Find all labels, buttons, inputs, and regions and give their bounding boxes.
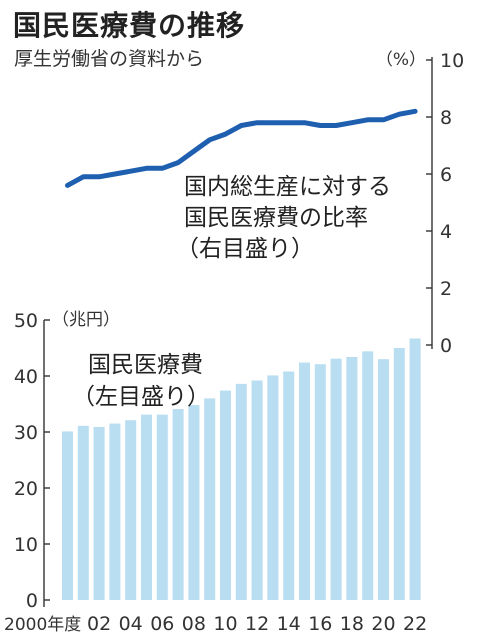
bar-series-label-2: （左目盛り） xyxy=(72,384,210,410)
bar-2016 xyxy=(314,364,326,600)
x-label-2012: 12 xyxy=(245,613,269,635)
x-label-2020: 20 xyxy=(371,613,395,635)
chart-title: 国民医療費の推移 xyxy=(13,9,246,42)
bar-2019 xyxy=(362,351,374,600)
line-series-label-1: 国内総生産に対する xyxy=(184,174,391,200)
bar-2005 xyxy=(141,414,152,600)
bar-series xyxy=(62,338,421,600)
bar-2011 xyxy=(235,383,247,600)
x-label-2002: 02 xyxy=(87,613,111,635)
x-axis-labels: 2000年度 02 04 06 08 10 12 14 16 18 20 22 xyxy=(4,613,427,635)
bar-2008 xyxy=(188,405,200,600)
x-label-2022: 22 xyxy=(403,613,427,635)
x-label-2000: 2000年度 xyxy=(4,615,81,635)
bar-2018 xyxy=(346,356,358,600)
bar-2000 xyxy=(62,431,73,600)
left-tick-label-10: 10 xyxy=(14,534,38,556)
bar-2021 xyxy=(393,348,405,600)
bar-2017 xyxy=(330,358,342,600)
bar-series-label-1: 国民医療費 xyxy=(88,352,203,378)
bar-2004 xyxy=(125,420,137,600)
left-tick-label-20: 20 xyxy=(14,478,38,500)
left-tick-label-40: 40 xyxy=(14,366,38,388)
bar-2012 xyxy=(251,380,263,600)
left-tick-label-50: 50 xyxy=(14,310,38,332)
line-series-label-2: 国民医療費の比率 xyxy=(184,205,368,231)
bar-2020 xyxy=(378,359,389,600)
right-tick-label-10: 10 xyxy=(440,50,464,72)
line-series xyxy=(65,108,418,188)
bar-2013 xyxy=(267,375,279,600)
x-label-2016: 16 xyxy=(308,613,332,635)
right-tick-label-4: 4 xyxy=(440,221,452,243)
bar-2001 xyxy=(77,425,89,600)
chart-subtitle: 厚生労働省の資料から xyxy=(14,48,205,70)
bar-2003 xyxy=(109,423,121,600)
right-tick-label-8: 8 xyxy=(440,107,452,129)
left-axis: 0 10 20 30 40 50 xyxy=(14,310,50,612)
bar-2022 xyxy=(409,338,421,600)
right-axis-unit: （%） xyxy=(376,50,426,70)
left-axis-unit: （兆円） xyxy=(52,310,120,330)
bar-2002 xyxy=(93,426,105,600)
line-series-label-3: （右目盛り） xyxy=(176,236,314,262)
right-axis: 0 2 4 6 8 10 xyxy=(426,50,464,357)
left-tick-label-30: 30 xyxy=(14,422,38,444)
x-label-2004: 04 xyxy=(119,613,143,635)
x-label-2010: 10 xyxy=(213,613,237,635)
x-label-2006: 06 xyxy=(150,613,174,635)
x-label-2008: 08 xyxy=(182,613,206,635)
bar-2007 xyxy=(172,409,184,600)
x-label-2018: 18 xyxy=(340,613,364,635)
bar-2006 xyxy=(156,414,168,600)
bar-2014 xyxy=(283,371,295,600)
bar-2010 xyxy=(220,390,231,600)
right-tick-label-6: 6 xyxy=(440,164,452,186)
bar-2015 xyxy=(299,362,310,600)
left-tick-label-0: 0 xyxy=(26,590,38,612)
right-tick-label-0: 0 xyxy=(440,335,452,357)
bar-2009 xyxy=(204,398,216,600)
ratio-line xyxy=(65,108,418,188)
x-label-2014: 14 xyxy=(277,613,301,635)
right-tick-label-2: 2 xyxy=(440,278,452,300)
